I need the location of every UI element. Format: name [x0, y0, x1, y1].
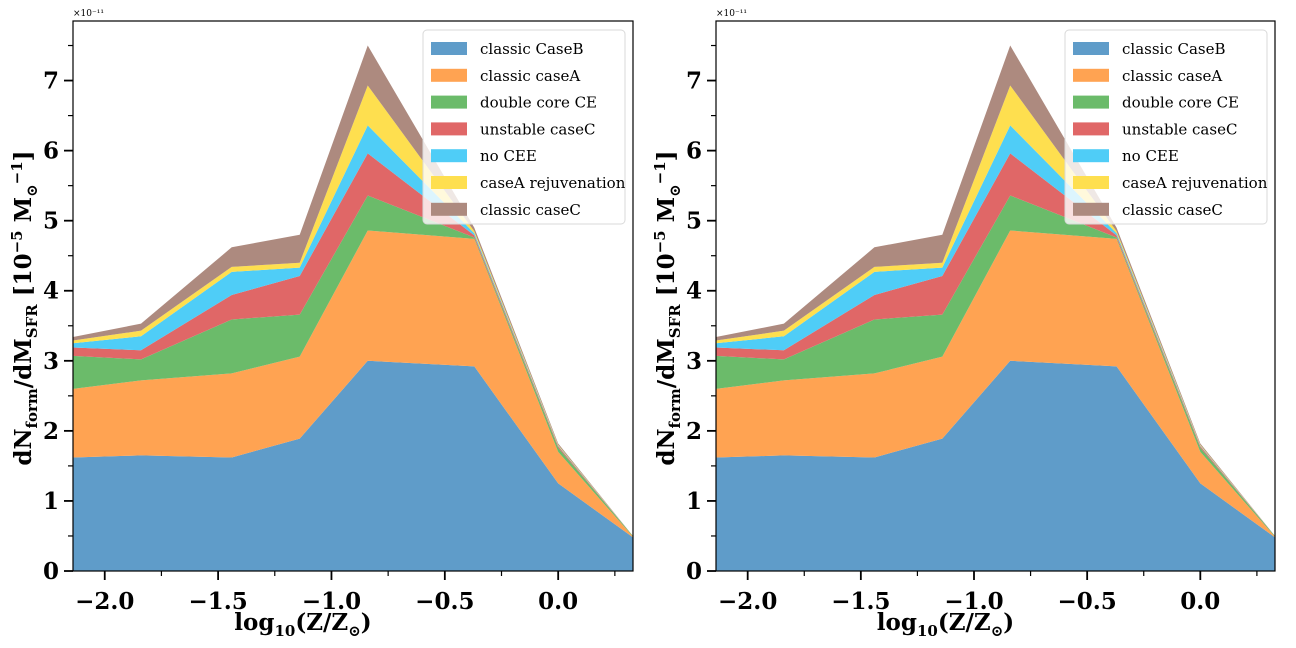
legend-item: classic caseA: [1073, 67, 1222, 85]
legend-item: classic caseC: [431, 201, 581, 219]
stacked-areas: [73, 45, 633, 571]
legend-label: double core CE: [1122, 94, 1239, 112]
legend-label: classic caseC: [1122, 201, 1223, 219]
legend-swatch: [431, 95, 467, 109]
legend-label: classic caseC: [480, 201, 581, 219]
x-tick-label: −2.0: [75, 588, 134, 615]
legend-box: [422, 29, 626, 225]
chart-panel-right: 0 1 2 3 4 5 6 7 −2.0 −1.5 −1.0 −0.5 0.0 ×10⁻¹¹ log10(Z…: [651, 9, 1276, 640]
legend-swatch: [1073, 149, 1109, 163]
axis-offset-text: ×10⁻¹¹: [73, 9, 104, 19]
legend-item: unstable caseC: [1073, 120, 1237, 138]
legend-swatch: [1073, 122, 1109, 136]
area-series-1: [716, 230, 1275, 538]
legend-label: classic caseA: [1122, 67, 1222, 85]
y-tick-label: 2: [43, 418, 59, 445]
legend-swatch: [1073, 176, 1109, 189]
legend-item: caseA rejuvenation: [431, 174, 626, 192]
legend-label: caseA rejuvenation: [1122, 174, 1268, 192]
y-tick-label: 1: [686, 488, 702, 515]
x-tick-label: −1.5: [831, 588, 890, 615]
area-series-2: [716, 195, 1275, 537]
legend-label: classic CaseB: [1122, 40, 1226, 58]
x-tick-label: 0.0: [1180, 588, 1220, 615]
x-tick-label: 0.0: [538, 588, 578, 615]
y-axis-label: dNform/dMSFR [10−5 M⊙−1]: [651, 150, 684, 465]
legend-swatch: [1073, 95, 1109, 109]
y-tick-label: 4: [686, 278, 702, 305]
legend-item: classic caseA: [431, 67, 580, 85]
y-tick-label: 6: [686, 138, 702, 165]
area-series-6: [716, 45, 1275, 536]
x-tick-label: −0.5: [415, 588, 474, 615]
y-tick-label: 7: [43, 68, 59, 95]
legend-swatch: [431, 202, 467, 216]
legend-swatch: [431, 176, 467, 189]
legend-label: unstable caseC: [480, 120, 595, 138]
legend-item: classic CaseB: [431, 40, 584, 58]
legend-item: double core CE: [1073, 94, 1239, 112]
stacked-areas: [716, 45, 1275, 571]
legend-swatch: [431, 42, 467, 55]
y-tick-label: 3: [43, 348, 59, 375]
area-series-0: [716, 360, 1275, 571]
x-tick-label: −1.0: [944, 588, 1003, 615]
legend-label: double core CE: [480, 94, 597, 112]
x-axis-label: log10(Z/Z⊙): [234, 609, 371, 640]
y-tick-label: 5: [686, 208, 702, 235]
y-tick-label: 3: [686, 348, 702, 375]
legend-label: classic caseA: [480, 67, 580, 85]
axis-offset-text: ×10⁻¹¹: [716, 9, 747, 19]
area-series-1: [73, 230, 633, 538]
area-series-6: [73, 45, 633, 536]
legend-label: no CEE: [480, 147, 537, 165]
axes-frame: [715, 20, 1276, 572]
x-tick-label: −1.5: [188, 588, 247, 615]
legend-label: no CEE: [1122, 147, 1179, 165]
y-tick-label: 2: [686, 418, 702, 445]
y-tick-label: 0: [43, 558, 59, 585]
legend-item: classic caseC: [1073, 201, 1223, 219]
legend-swatch: [1073, 202, 1109, 216]
chart-panel-left: 0 1 2 3 4 5 6 7 −2.0 −1.5 −1.0 −0.5 0.0 ×10⁻¹¹ log10(Z…: [8, 9, 634, 640]
y-tick-label: 0: [686, 558, 702, 585]
legend-box: [1064, 29, 1268, 225]
x-axis-label: log10(Z/Z⊙): [877, 609, 1014, 640]
legend-label: unstable caseC: [1122, 120, 1237, 138]
legend-item: no CEE: [1073, 147, 1179, 165]
y-axis-label: dNform/dMSFR [10−5 M⊙−1]: [8, 150, 41, 465]
legend-item: double core CE: [431, 94, 597, 112]
x-tick-label: −1.0: [302, 588, 361, 615]
legend-swatch: [431, 122, 467, 136]
area-series-2: [73, 195, 633, 537]
y-tick-label: 1: [43, 488, 59, 515]
x-tick-label: −0.5: [1058, 588, 1117, 615]
legend-label: classic CaseB: [480, 40, 584, 58]
legend-swatch: [431, 68, 467, 82]
legend: classic CaseB classic caseA double core CE…: [422, 29, 626, 225]
area-series-0: [73, 360, 633, 571]
legend-swatch: [1073, 68, 1109, 82]
legend: classic CaseB classic caseA double core CE…: [1064, 29, 1268, 225]
legend-item: unstable caseC: [431, 120, 595, 138]
y-tick-label: 7: [686, 68, 702, 95]
legend-swatch: [431, 149, 467, 163]
x-tick-label: −2.0: [718, 588, 777, 615]
legend-item: classic CaseB: [1073, 40, 1226, 58]
legend-label: caseA rejuvenation: [480, 174, 626, 192]
axes-frame: [72, 20, 634, 572]
y-tick-label: 6: [43, 138, 59, 165]
y-tick-label: 5: [43, 208, 59, 235]
legend-item: no CEE: [431, 147, 537, 165]
y-tick-label: 4: [43, 278, 59, 305]
legend-swatch: [1073, 42, 1109, 55]
legend-item: caseA rejuvenation: [1073, 174, 1268, 192]
